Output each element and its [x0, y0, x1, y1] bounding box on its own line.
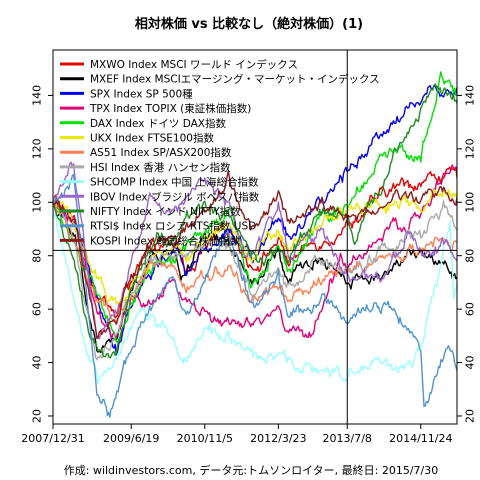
legend-label-2: MXEF Index MSCIエマージング・マーケット・インデックス: [90, 73, 380, 86]
legend: MXWO Index MSCI ワールド インデックス MXEF Index MS…: [60, 58, 380, 247]
legend-label-8: HSI Index 香港 ハンセン指数: [90, 161, 231, 174]
x-tick-label: 2012/3/23: [250, 432, 306, 445]
series-line-1: [53, 166, 457, 319]
legend-label-10: IBOV Index ブラジル ボベスパ指数: [90, 190, 260, 203]
legend-label-12: RTSI$ Index ロシア RTS指数 USD: [90, 220, 256, 233]
y-tick-label-right: 20: [464, 409, 477, 423]
legend-label-9: SHCOMP Index 中国 上海総合指数: [90, 176, 259, 189]
series-line-8: [53, 196, 457, 361]
y-tick-label-left: 20: [31, 409, 44, 423]
series-line-9: [53, 205, 457, 385]
legend-label-3: SPX Index SP 500種: [90, 87, 193, 100]
chart-caption: 作成: wildinvestors.com, データ元:トムソンロイター, 最終…: [64, 463, 438, 477]
x-tick-label: 2007/12/31: [21, 432, 84, 445]
y-tick-label-left: 140: [31, 85, 44, 106]
series-line-12: [53, 173, 457, 418]
series-line-5: [53, 71, 457, 344]
legend-label-6: UKX Index FTSE100指数: [90, 132, 214, 145]
x-tick-label: 2009/6/19: [103, 432, 159, 445]
legend-label-1: MXWO Index MSCI ワールド インデックス: [90, 58, 298, 71]
x-tick-label: 2010/11/5: [177, 432, 233, 445]
reference-lines: [53, 50, 457, 424]
plot-frame: [52, 49, 458, 425]
series-line-7: [53, 196, 457, 326]
y-tick-label-right: 60: [464, 302, 477, 316]
legend-label-4: TPX Index TOPIX (東証株価指数): [89, 102, 251, 115]
chart-title: 相対株価 vs 比較なし（絶対株価）(1): [135, 16, 363, 32]
series-line-11: [53, 83, 457, 359]
plot-area: [53, 50, 457, 424]
legend-label-7: AS51 Index SP/ASX200指数: [90, 146, 232, 159]
axes: 20 20 40 40 60 60 80 80 100 100 120 120 140 140 2007/1…: [21, 85, 476, 445]
y-tick-label-left: 40: [31, 356, 44, 370]
y-tick-label-right: 120: [464, 138, 477, 159]
y-tick-label-left: 80: [31, 249, 44, 263]
y-tick-label-left: 100: [31, 192, 44, 213]
y-tick-label-left: 60: [31, 302, 44, 316]
legend-label-11: NIFTY Index インド NIFTY指数: [90, 205, 241, 218]
x-tick-label: 2014/11/24: [389, 432, 452, 445]
y-tick-label-right: 80: [464, 249, 477, 263]
y-tick-label-right: 40: [464, 356, 477, 370]
legend-label-5: DAX Index ドイツ DAX指数: [90, 117, 226, 130]
series-line-13: [53, 170, 457, 340]
y-tick-label-left: 120: [31, 138, 44, 159]
y-tick-label-right: 140: [464, 85, 477, 106]
x-tick-label: 2013/7/8: [323, 432, 372, 445]
legend-label-13: KOSPI Index 韓国総合株価指数: [90, 234, 241, 247]
y-tick-label-right: 100: [464, 192, 477, 213]
series-layer: [53, 71, 457, 418]
